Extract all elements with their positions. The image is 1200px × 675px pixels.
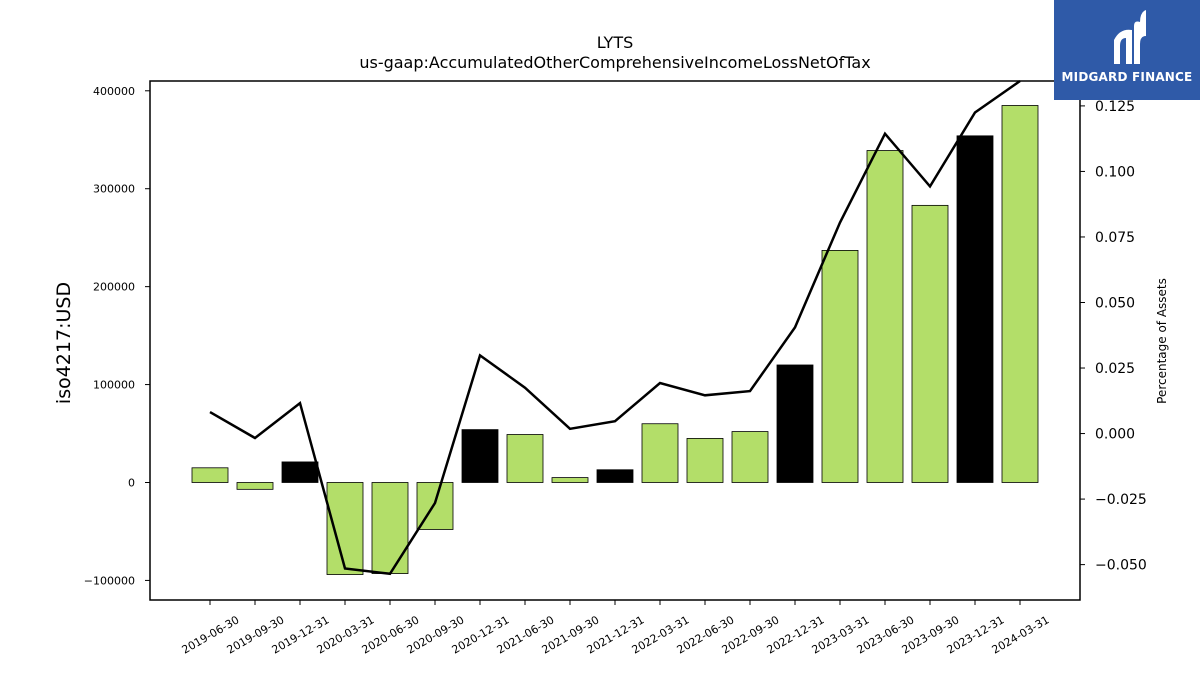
- bar-2019-09-30: [236, 482, 274, 490]
- y2-tick-label: 0.100: [1095, 164, 1135, 180]
- y-tick-label: 0: [128, 476, 135, 489]
- bar-2019-06-30: [191, 467, 229, 483]
- y2-tick-label: −0.050: [1095, 558, 1147, 574]
- bar-2022-12-31: [776, 364, 814, 483]
- y-tick-label: 300000: [93, 183, 135, 196]
- chart-title: LYTS: [597, 33, 634, 52]
- x-axis: 2019-06-302019-09-302019-12-312020-03-31…: [180, 600, 1052, 657]
- y-tick-label: 200000: [93, 281, 135, 294]
- bar-2021-12-31: [596, 469, 634, 483]
- y-tick-label: 100000: [93, 379, 135, 392]
- bar-2022-09-30: [731, 431, 769, 483]
- y2-tick-label: 0.025: [1095, 361, 1135, 377]
- bar-2021-06-30: [506, 434, 544, 483]
- y-tick-label: −100000: [84, 574, 135, 587]
- bar-2024-03-31: [1001, 105, 1039, 483]
- company-logo: MIDGARD FINANCE: [1054, 0, 1200, 100]
- bar-2023-12-31: [956, 135, 994, 483]
- chart-subtitle: us-gaap:AccumulatedOtherComprehensiveInc…: [359, 53, 870, 72]
- bar-group: [191, 105, 1039, 575]
- logo-text: MIDGARD FINANCE: [1061, 70, 1193, 84]
- bar-2023-09-30: [911, 204, 949, 483]
- y-axis-right: −0.050 −0.025 0.000 0.025 0.050 0.075 0.100 0.1…: [1080, 99, 1147, 574]
- bar-2020-12-31: [461, 429, 499, 483]
- y-axis-left: −100000 0 100000 200000 300000 400000: [84, 85, 150, 587]
- bar-2022-03-31: [641, 423, 679, 483]
- y2-axis-label: Percentage of Assets: [1155, 278, 1169, 404]
- bar-2021-09-30: [551, 477, 589, 483]
- percentage-line: [209, 79, 1021, 576]
- y-tick-label: 400000: [93, 85, 135, 98]
- y2-tick-label: 0.050: [1095, 295, 1135, 311]
- y2-tick-label: 0.075: [1095, 230, 1135, 246]
- mf-monogram-icon: [1114, 10, 1146, 64]
- y-axis-label: iso4217:USD: [53, 282, 75, 404]
- y2-tick-label: 0.000: [1095, 427, 1135, 443]
- bar-2020-03-31: [326, 482, 364, 575]
- bar-2020-06-30: [371, 482, 409, 574]
- bar-2019-12-31: [281, 461, 319, 483]
- y2-tick-label: 0.125: [1095, 99, 1135, 115]
- bar-2023-06-30: [866, 150, 904, 483]
- bar-2023-03-31: [821, 250, 859, 483]
- bar-2022-06-30: [686, 438, 724, 483]
- y2-tick-label: −0.025: [1095, 492, 1147, 508]
